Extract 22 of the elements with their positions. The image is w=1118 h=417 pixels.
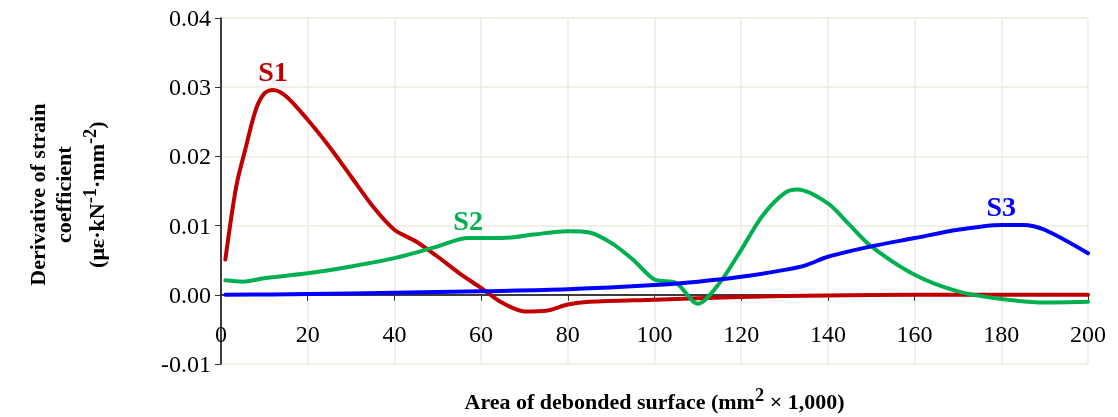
y-tick-label: 0.00 bbox=[169, 281, 211, 308]
y-tick-label: 0.02 bbox=[169, 143, 211, 170]
x-tick-label: 40 bbox=[382, 321, 407, 347]
x-tick-label: 120 bbox=[723, 321, 760, 347]
x-tick-label: 160 bbox=[896, 321, 933, 347]
series-label: S2 bbox=[453, 204, 483, 236]
line-series bbox=[223, 187, 1090, 306]
series-label: S3 bbox=[986, 191, 1017, 223]
x-tick-label: 60 bbox=[469, 321, 494, 347]
x-axis-title: Area of debonded surface (mm$^{2}$ × 1,000) bbox=[463, 384, 846, 416]
line-series bbox=[223, 87, 1090, 314]
x-tick-label: 80 bbox=[555, 321, 580, 347]
x-tick-label: 100 bbox=[636, 321, 673, 347]
series-label: S1 bbox=[258, 56, 288, 88]
x-tick-label: 140 bbox=[809, 321, 846, 347]
y-tick-label: 0.01 bbox=[169, 212, 211, 239]
x-tick-label: 20 bbox=[295, 321, 320, 347]
x-tick-label: 200 bbox=[1070, 321, 1106, 347]
x-tick-label: 180 bbox=[983, 321, 1020, 347]
y-tick-label: -0.01 bbox=[161, 351, 211, 377]
y-tick-label: 0.04 bbox=[169, 5, 211, 31]
y-tick-label: 0.03 bbox=[169, 74, 211, 101]
